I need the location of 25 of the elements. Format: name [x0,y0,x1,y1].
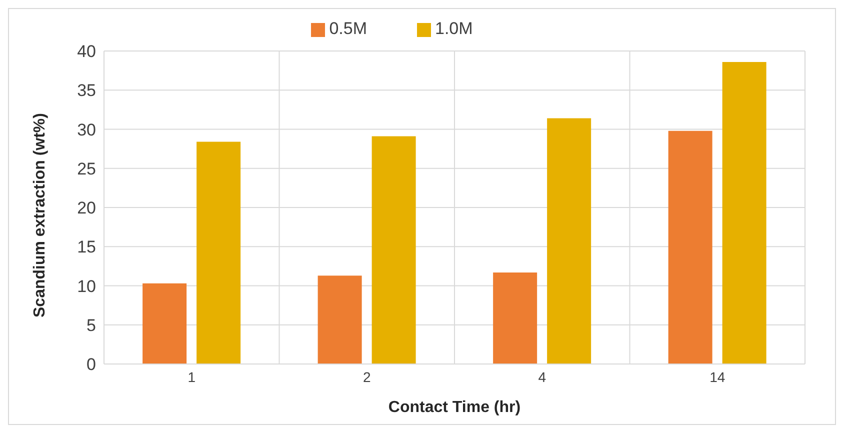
bar [722,62,766,364]
y-tick-label: 0 [86,355,96,374]
bar [668,130,712,364]
bar [372,136,416,364]
x-tick-label: 1 [188,368,196,385]
legend-label: 1.0M [435,19,473,38]
y-tick-label: 10 [77,276,96,296]
y-tick-label: 5 [86,316,96,335]
x-axis-title: Contact Time (hr) [388,399,521,416]
legend-label: 0.5M [329,19,367,38]
bar [547,118,592,364]
y-tick-label: 15 [77,238,96,257]
y-tick-label: 20 [77,198,96,218]
bar [142,283,187,364]
bar [318,276,362,364]
y-tick-label: 35 [77,81,96,100]
bar [196,142,241,364]
bar [493,272,538,364]
x-tick-label: 2 [362,368,371,385]
y-tick-label: 25 [77,159,96,178]
x-tick-label: 14 [710,368,726,385]
y-tick-label: 40 [77,42,96,62]
y-axis-title: Scandium extraction (wt%) [32,113,49,318]
y-tick-label: 30 [77,120,96,140]
x-tick-label: 4 [538,368,546,385]
